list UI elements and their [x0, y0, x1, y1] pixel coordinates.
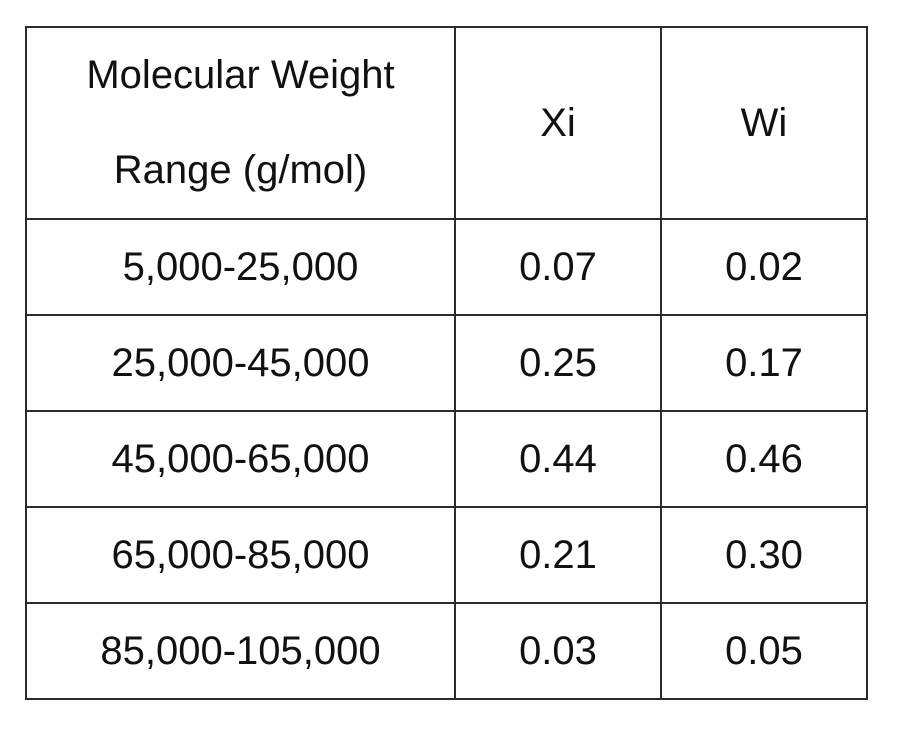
header-cell: Xi — [454, 26, 662, 220]
header-cell: Wi — [660, 26, 868, 220]
table-cell: 0.44 — [454, 410, 662, 508]
table-row: 45,000-65,000 0.44 0.46 — [25, 410, 868, 508]
table-row: 5,000-25,000 0.07 0.02 — [25, 218, 868, 316]
table-cell: 25,000-45,000 — [25, 314, 456, 412]
table-body: 5,000-25,000 0.07 0.02 25,000-45,000 0.25 0.1… — [25, 218, 868, 700]
table-cell: 5,000-25,000 — [25, 218, 456, 316]
table-cell: 0.03 — [454, 602, 662, 700]
table-cell: 65,000-85,000 — [25, 506, 456, 604]
header-row: Molecular Weight Range (g/mol) Xi Wi — [25, 26, 868, 220]
header-cell: Molecular Weight Range (g/mol) — [25, 26, 456, 220]
table-header: Molecular Weight Range (g/mol) Xi Wi — [25, 26, 868, 220]
table-cell: 0.25 — [454, 314, 662, 412]
header-text: Xi — [540, 100, 576, 145]
table-cell: 0.30 — [660, 506, 868, 604]
data-table: Molecular Weight Range (g/mol) Xi Wi 5,000… — [25, 26, 868, 700]
table-cell: 0.46 — [660, 410, 868, 508]
header-text: Molecular Weight Range (g/mol) — [86, 53, 395, 192]
table-cell: 85,000-105,000 — [25, 602, 456, 700]
table-cell: 0.17 — [660, 314, 868, 412]
table-row: 25,000-45,000 0.25 0.17 — [25, 314, 868, 412]
table-cell: 0.07 — [454, 218, 662, 316]
table-row: 85,000-105,000 0.03 0.05 — [25, 602, 868, 700]
header-text: Wi — [740, 100, 788, 145]
table-cell: 45,000-65,000 — [25, 410, 456, 508]
table-cell: 0.05 — [660, 602, 868, 700]
table-cell: 0.02 — [660, 218, 868, 316]
table-cell: 0.21 — [454, 506, 662, 604]
table-row: 65,000-85,000 0.21 0.30 — [25, 506, 868, 604]
